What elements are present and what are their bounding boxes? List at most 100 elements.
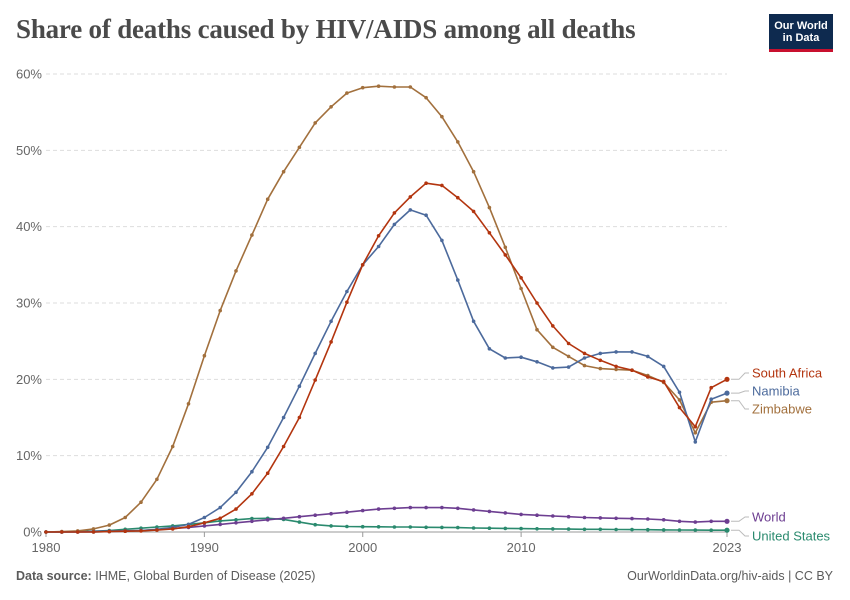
data-point [408,505,413,510]
data-point [345,510,349,514]
data-point [646,517,650,521]
data-point [582,363,587,368]
data-point [392,525,397,529]
data-point [360,263,365,267]
data-point [598,351,603,356]
data-point [360,85,365,90]
series-line-south-africa [46,182,728,533]
data-point [424,505,428,510]
owid-logo[interactable]: Our World in Data [769,14,833,52]
data-point [424,213,428,217]
data-point [345,289,349,294]
data-point [218,519,222,523]
data-point [519,286,523,291]
data-point [646,527,650,532]
data-point [155,528,159,532]
data-point [471,169,476,174]
data-point [456,278,460,282]
data-point [471,209,476,214]
data-point [503,511,508,515]
data-point [424,181,428,185]
data-point [582,527,587,532]
data-point [566,354,571,359]
data-point [440,505,444,510]
data-point [265,518,270,522]
data-point [91,530,96,534]
data-point [440,183,444,188]
data-point [535,360,539,364]
data-point [424,95,428,100]
data-point [661,528,666,532]
data-point [456,525,460,530]
data-point [646,354,650,359]
data-point [360,508,365,513]
data-point [487,347,492,351]
data-point [693,424,698,429]
label-connector-south-africa [731,372,749,380]
data-point [582,351,587,356]
data-point [360,524,365,529]
data-point [630,350,634,354]
data-point [598,527,603,532]
series-line-namibia [46,209,728,533]
data-point [234,518,238,522]
data-point [487,205,492,210]
data-point [234,507,238,511]
data-point [313,121,318,125]
data-point [345,91,349,95]
data-point [186,524,191,529]
data-point [614,516,618,521]
data-point [693,431,698,435]
y-tick-label: 30% [16,296,42,311]
data-point [614,364,618,369]
data-point [693,528,698,532]
data-point [75,530,80,534]
series-line-united-states [46,517,727,533]
data-point [202,521,207,525]
series-namibia [44,208,730,534]
data-point [566,365,571,369]
data-point [281,444,286,449]
data-point [724,527,730,533]
data-point [123,515,127,520]
y-tick-label: 60% [16,67,42,82]
data-point [614,367,618,372]
y-tick-label: 50% [16,143,42,158]
data-point [297,415,302,420]
data-point [170,527,175,531]
data-point [677,528,682,532]
data-point [313,513,318,517]
data-point [329,319,333,324]
data-point [677,519,682,524]
data-point [535,527,539,531]
x-tick-label: 2000 [348,540,377,555]
data-point [376,525,381,529]
data-point [566,341,571,346]
data-source-label: Data source: [16,569,92,583]
data-point [392,85,397,89]
x-tick-label: 2010 [507,540,536,555]
data-source-text: IHME, Global Burden of Disease (2025) [95,569,316,583]
data-point [107,529,112,534]
logo-line-2: in Data [782,32,820,44]
data-point [408,208,413,212]
data-point [582,515,587,520]
data-point [155,477,159,482]
data-point [281,169,286,174]
data-point [440,114,444,119]
label-connector-united-states [731,529,749,537]
data-point [487,231,492,235]
data-point [345,524,349,529]
data-point [107,523,112,527]
data-point [646,375,650,379]
data-point [566,514,571,519]
x-tick-label: 1990 [190,540,219,555]
data-point [329,340,333,344]
data-point [139,529,143,533]
series-label-south-africa: South Africa [752,366,823,381]
chart-title: Share of deaths caused by HIV/AIDS among… [16,14,636,44]
credit-link[interactable]: OurWorldinData.org/hiv-aids | CC BY [627,569,833,583]
data-point [91,527,96,531]
data-point [724,376,730,382]
data-point [281,516,286,521]
